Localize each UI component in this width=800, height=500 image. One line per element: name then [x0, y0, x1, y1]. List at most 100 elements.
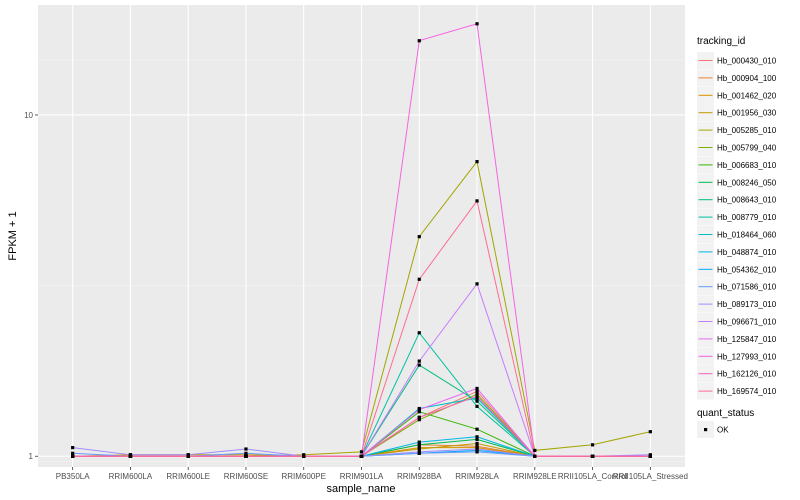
data-point [590, 454, 595, 458]
legend-item: Hb_008643_010 [697, 191, 777, 209]
data-point [128, 454, 133, 458]
legend-label: Hb_096671_010 [717, 318, 777, 327]
data-points [71, 22, 652, 458]
legend-label: Hb_054362_010 [717, 265, 777, 274]
data-point [648, 430, 652, 434]
axes: 1 10 PB350LA RRIM600LA RRIM600LE RRIM600SE RRI… [24, 111, 688, 481]
legend-label: Hb_125847_010 [717, 335, 777, 344]
data-point [417, 331, 421, 335]
data-point [417, 235, 421, 239]
legend-item: Hb_006683_010 [697, 156, 777, 174]
legend-label: Hb_008246_050 [717, 178, 777, 187]
legend-label: Hb_005799_040 [717, 144, 777, 153]
data-point [475, 427, 479, 431]
legend-item: Hb_071586_010 [697, 278, 777, 296]
legend-label: Hb_000904_100 [717, 74, 777, 83]
data-point [533, 454, 537, 458]
data-point [244, 447, 248, 451]
x-tick-label: RRIM928BA [397, 472, 442, 481]
data-point [648, 454, 652, 458]
shape-legend-items: OK [697, 421, 729, 438]
legend-label: Hb_048874_010 [717, 248, 777, 257]
legend-item: Hb_054362_010 [697, 260, 777, 278]
legend-label: Hb_127993_010 [717, 352, 777, 361]
data-point [244, 451, 248, 455]
data-point [475, 282, 479, 286]
shape-legend-item: OK [697, 421, 729, 438]
legend-item: Hb_169574_010 [697, 382, 777, 400]
x-tick-label: RRIM600LE [166, 472, 210, 481]
legend: tracking_id Hb_000430_010Hb_000904_100Hb… [697, 36, 777, 438]
data-point [475, 22, 479, 26]
legend-item: Hb_008246_050 [697, 173, 777, 191]
legend-label: OK [717, 426, 729, 435]
legend-label: Hb_008643_010 [717, 196, 777, 205]
legend-item: Hb_005285_010 [697, 121, 777, 139]
data-point [417, 440, 421, 444]
x-axis-title: sample_name [326, 483, 395, 495]
legend-label: Hb_001462_020 [717, 91, 777, 100]
x-tick-label: RRIM600LA [109, 472, 153, 481]
y-axis-title: FPKM + 1 [7, 211, 19, 260]
data-point [475, 399, 479, 403]
data-point [71, 451, 75, 455]
x-tick-label: RRIM928LE [513, 472, 557, 481]
x-tick-label: RRIM600PE [281, 472, 325, 481]
color-legend-title: tracking_id [697, 36, 745, 47]
legend-item: Hb_162126_010 [697, 365, 777, 383]
legend-item: Hb_127993_010 [697, 347, 777, 365]
legend-item: Hb_008779_010 [697, 208, 777, 226]
data-point [417, 277, 421, 281]
legend-label: Hb_169574_010 [717, 387, 777, 396]
legend-label: Hb_000430_010 [717, 57, 777, 66]
legend-item: Hb_048874_010 [697, 243, 777, 261]
x-tick-label: RRII105LA_Control [558, 472, 628, 481]
x-tick-label: PB350LA [56, 472, 90, 481]
legend-item: Hb_018464_060 [697, 226, 777, 243]
legend-item: Hb_000430_010 [697, 52, 777, 69]
data-point [417, 443, 421, 447]
grid [38, 5, 685, 467]
data-point [186, 454, 190, 458]
x-tick-label: RRIM600SE [224, 472, 268, 481]
data-point [475, 437, 479, 442]
data-point [533, 448, 537, 453]
legend-label: Hb_001956_030 [717, 109, 777, 118]
data-point [417, 410, 421, 414]
data-point [71, 454, 75, 458]
data-point [475, 441, 479, 446]
legend-item: Hb_005799_040 [697, 139, 777, 156]
legend-item: Hb_000904_100 [697, 69, 777, 87]
legend-label: Hb_005285_010 [717, 126, 777, 135]
legend-item: Hb_089173_010 [697, 295, 777, 313]
data-point [475, 435, 479, 439]
data-point [475, 450, 479, 454]
x-tick-label: RRIM901LA [340, 472, 384, 481]
data-point [417, 359, 421, 363]
data-point [417, 415, 421, 419]
data-point [417, 407, 421, 412]
data-point [475, 386, 479, 391]
data-point [475, 394, 479, 398]
color-legend-items: Hb_000430_010 Hb_000904_100 Hb_001462_020 H… [697, 52, 777, 400]
data-point [417, 447, 421, 451]
data-point [71, 446, 75, 450]
y-tick-label: 10 [24, 111, 33, 120]
data-point [359, 450, 364, 454]
data-point [244, 454, 248, 458]
legend-item: Hb_125847_010 [697, 330, 777, 348]
legend-item: Hb_096671_010 [697, 313, 777, 330]
data-point [475, 404, 479, 408]
data-point [417, 450, 421, 454]
data-point [475, 396, 479, 400]
x-tick-label: RRII105LA_Stressed [613, 472, 688, 481]
data-point [475, 199, 479, 203]
legend-item: Hb_001462_020 [697, 86, 777, 104]
data-point [475, 389, 479, 393]
legend-item: Hb_001956_030 [697, 104, 777, 122]
legend-label: Hb_008779_010 [717, 213, 777, 222]
legend-label: Hb_018464_060 [717, 231, 777, 240]
legend-label: Hb_089173_010 [717, 300, 777, 309]
data-point [590, 443, 595, 447]
